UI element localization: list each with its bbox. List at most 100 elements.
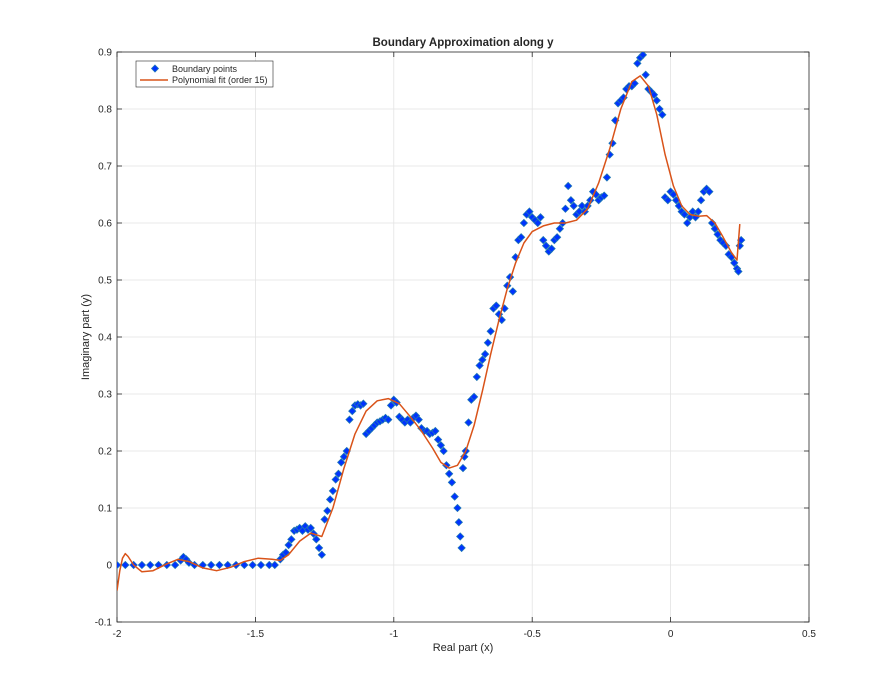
boundary-points-series (117, 52, 746, 570)
boundary-point (541, 241, 551, 250)
boundary-point (240, 560, 249, 570)
boundary-point (600, 191, 609, 200)
y-tick-label: 0.3 (98, 390, 112, 401)
boundary-point (312, 535, 321, 544)
x-tick-label: -1.5 (247, 629, 265, 640)
boundary-point (444, 469, 454, 478)
x-tick-label: 0.5 (802, 629, 816, 640)
boundary-point (486, 327, 495, 336)
y-tick-label: 0.9 (98, 48, 112, 59)
boundary-point (248, 560, 257, 570)
boundary-point (453, 503, 462, 513)
boundary-point (348, 406, 357, 416)
boundary-point (270, 560, 279, 570)
boundary-point (536, 213, 545, 222)
boundary-point (137, 560, 147, 570)
boundary-point (170, 560, 180, 570)
boundary-point (569, 201, 578, 211)
boundary-point (456, 532, 465, 541)
boundary-point (284, 540, 293, 550)
boundary-point (433, 435, 443, 444)
boundary-point (215, 560, 224, 570)
boundary-point (436, 441, 446, 450)
y-tick-label: 0.1 (98, 504, 112, 515)
y-tick-label: -0.1 (95, 618, 113, 629)
boundary-point (334, 469, 343, 478)
boundary-point (683, 218, 692, 228)
boundary-point (339, 452, 349, 461)
boundary-point (328, 486, 338, 496)
boundary-point (439, 446, 448, 456)
boundary-point (317, 550, 326, 559)
legend: Boundary points Polynomial fit (order 15… (135, 60, 274, 88)
boundary-point (450, 492, 459, 501)
boundary-point (146, 560, 155, 570)
x-tick-label: -2 (113, 629, 122, 640)
boundary-point (649, 90, 659, 99)
y-tick-label: 0.6 (98, 219, 112, 230)
grid-lines (117, 52, 809, 622)
boundary-point (638, 52, 648, 60)
boundary-point (325, 495, 335, 504)
boundary-point (721, 241, 731, 250)
boundary-point (384, 415, 393, 424)
boundary-point (480, 349, 490, 359)
x-tick-label: -1 (389, 629, 398, 640)
boundary-point (566, 196, 576, 205)
boundary-point (680, 210, 689, 219)
boundary-point (472, 372, 482, 382)
boundary-point (206, 560, 216, 570)
boundary-point (547, 244, 556, 253)
y-tick-label: 0.7 (98, 162, 112, 173)
boundary-point (633, 59, 642, 68)
axis-ticks: -2 -1.5 -1 -0.5 0 0.5 -0.1 0 0.1 0.2 0.3 0.4 0.5 0.6 0… (95, 48, 817, 641)
boundary-point (533, 218, 542, 228)
boundary-point (508, 287, 517, 296)
boundary-point (431, 426, 440, 436)
boundary-point (561, 204, 570, 213)
chart-title: Boundary Approximation along y (372, 37, 554, 49)
boundary-point (696, 196, 706, 205)
y-tick-label: 0.8 (98, 105, 112, 116)
boundary-point (730, 258, 739, 268)
legend-box (135, 60, 274, 88)
boundary-point (331, 475, 340, 484)
boundary-point (492, 301, 501, 310)
boundary-point (469, 392, 479, 402)
y-tick-label: 0.2 (98, 447, 112, 458)
boundary-point (454, 518, 464, 527)
boundary-point (386, 401, 396, 410)
y-tick-label: 0 (106, 561, 112, 572)
boundary-point (287, 535, 296, 544)
boundary-point (575, 207, 584, 216)
boundary-point (734, 267, 743, 276)
boundary-point (117, 560, 122, 570)
boundary-point (359, 399, 368, 408)
polynomial-fit-line (117, 75, 741, 591)
boundary-point (694, 207, 703, 216)
boundary-point (320, 515, 329, 524)
boundary-point (458, 463, 468, 473)
boundary-point (525, 207, 534, 216)
legend-label-polynomial-fit: Polynomial fit (order 15) (172, 75, 268, 85)
boundary-point (641, 70, 650, 79)
boundary-point (564, 181, 573, 191)
x-axis-label: Real part (x) (433, 642, 494, 654)
y-tick-label: 0.4 (98, 333, 112, 344)
boundary-point (306, 523, 315, 533)
boundary-point (658, 110, 667, 119)
boundary-point (323, 506, 332, 516)
boundary-point (652, 96, 661, 105)
boundary-point (602, 173, 612, 182)
boundary-point (457, 543, 466, 553)
boundary-point (337, 458, 346, 467)
boundary-point (447, 478, 457, 487)
boundary-point (705, 187, 714, 196)
boundary-point (265, 560, 274, 570)
boundary-point (121, 560, 130, 570)
boundary-point (519, 218, 529, 228)
boundary-point (663, 196, 672, 205)
x-tick-label: -0.5 (524, 629, 542, 640)
boundary-point (256, 560, 266, 570)
